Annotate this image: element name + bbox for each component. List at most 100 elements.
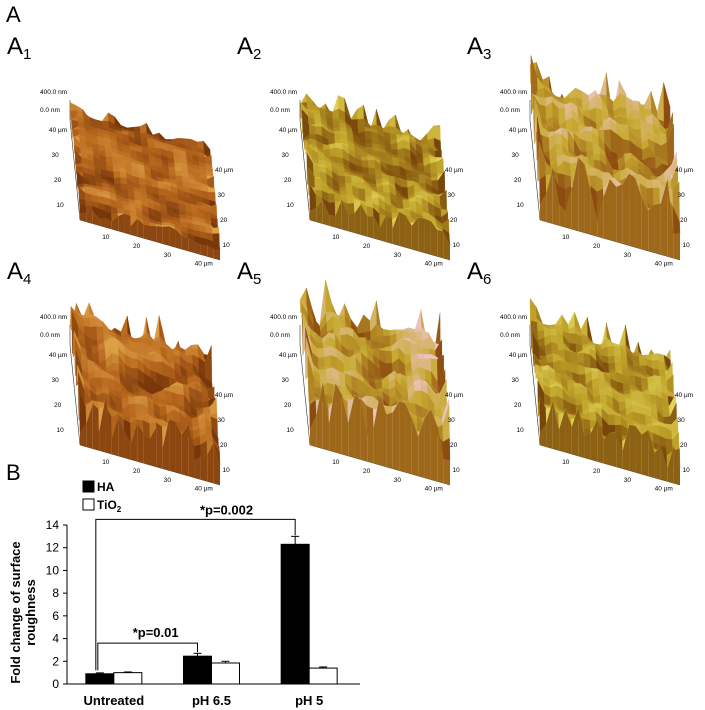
afm-x-tick-label: 10 [332, 234, 340, 241]
afm-surface-skirt [610, 179, 617, 242]
afm-surface-facet [646, 178, 654, 189]
y-tick-label: 2 [52, 654, 59, 668]
afm-surface-facet [89, 317, 98, 328]
afm-surface-facet [567, 311, 576, 330]
afm-surface-skirt [648, 429, 655, 478]
afm-surface-facet [158, 194, 167, 201]
afm-surface-facet [344, 176, 353, 185]
afm-surface-skirt [348, 395, 355, 458]
afm-surface-skirt [86, 404, 93, 449]
afm-surface-skirt [578, 407, 585, 458]
afm-x-tick-label: 10 [562, 459, 570, 466]
afm-surface [69, 302, 221, 485]
afm-surface-skirt [322, 382, 330, 451]
afm-surface-skirt [565, 188, 572, 230]
afm-surface-skirt [660, 179, 668, 257]
afm-surface-skirt [399, 401, 406, 473]
afm-surface-svg: 400.0 nm 0.0 nm 40 µm 30 20 10 10 20 30 40 µm 40 µ… [40, 302, 233, 493]
afm-surface-facet [204, 345, 213, 383]
significance-bracket [97, 642, 198, 671]
afm-surface-facet [651, 354, 659, 361]
afm-y-tick-label: 30 [282, 152, 290, 159]
bar-ha [280, 543, 310, 685]
afm-surface-facet [550, 395, 558, 405]
afm-surface-skirt [118, 213, 125, 233]
afm-surface-skirt [156, 226, 163, 244]
afm-surface-facet [347, 202, 355, 216]
afm-surface-facet [591, 368, 599, 372]
afm-panel-label-main: A [467, 33, 484, 60]
afm-surface-skirt [380, 215, 387, 242]
afm-x-tick-label: 40 µm [655, 486, 673, 493]
afm-right-tick-label: 20 [450, 217, 458, 224]
afm-surface-skirt [629, 173, 636, 248]
afm-surface [529, 55, 681, 260]
afm-surface-facet [349, 356, 357, 369]
afm-surface-facet [328, 202, 336, 217]
afm-surface-skirt [559, 408, 566, 453]
afm-surface-skirt [418, 418, 425, 478]
afm-surface-skirt [540, 423, 547, 447]
afm-surface-skirt [673, 446, 680, 485]
afm-surface-facet [134, 398, 143, 405]
afm-surface-skirt [597, 419, 604, 464]
afm-panel-label-sub: 4 [23, 271, 32, 288]
afm-surface-facet [178, 209, 187, 216]
afm-surface-skirt [150, 226, 157, 242]
afm-surface-skirt [86, 210, 93, 224]
afm-surface-skirt [411, 418, 419, 476]
afm-surface-skirt [92, 404, 100, 451]
afm-surface-skirt [559, 204, 566, 228]
afm-right-tick-label: 30 [448, 192, 456, 199]
legend-label: TiO2 [97, 498, 122, 514]
afm-surface-facet [368, 167, 376, 175]
afm-surface-skirt [150, 427, 157, 467]
afm-x-tick-label: 40 µm [425, 261, 443, 268]
afm-surface-skirt [360, 399, 368, 462]
afm-y-tick-label: 10 [287, 427, 295, 434]
afm-surface-skirt [367, 427, 374, 464]
afm-right-tick-label: 10 [683, 242, 691, 249]
afm-surface-skirt [565, 408, 572, 455]
afm-surface-facet [382, 184, 391, 193]
afm-z-min-label: 0.0 nm [40, 107, 60, 114]
afm-y-tick-label: 30 [282, 377, 290, 384]
afm-y-tick-label: 30 [52, 152, 60, 159]
afm-surface-facet [161, 222, 169, 226]
afm-surface-facet [128, 403, 137, 415]
afm-surface-facet [363, 314, 371, 334]
afm-surface-skirt [635, 178, 642, 250]
x-tick-label: pH 5 [295, 693, 323, 708]
afm-panel-label-main: A [237, 258, 254, 285]
afm-x-tick-label: 10 [562, 234, 570, 241]
afm-surface-facet [417, 353, 425, 360]
significance-label: *p=0.01 [133, 625, 179, 640]
afm-surface-skirt [169, 418, 176, 473]
afm-surface-facet [200, 237, 208, 246]
afm-x-tick-label: 20 [133, 468, 141, 475]
afm-surface-skirt [316, 200, 323, 224]
afm-surface-facet [563, 160, 572, 177]
y-tick-label: 12 [46, 541, 60, 555]
afm-surface-facet [549, 385, 558, 398]
afm-surface-facet [105, 156, 113, 163]
afm-surface-facet [175, 170, 183, 177]
afm-right-tick-label: 20 [220, 442, 228, 449]
afm-y-tick-label: 20 [514, 177, 522, 184]
afm-surface-facet [415, 331, 423, 341]
afm-surface-skirt [175, 229, 182, 250]
roughness-bar-chart: 0 2 4 6 8 10 12 14 Fold change of surfaceroughne… [8, 480, 360, 708]
afm-surface-facet [198, 424, 207, 429]
afm-y-tick-label: 40 µm [509, 352, 527, 359]
afm-surface-facet [422, 338, 430, 349]
afm-surface-facet [182, 182, 190, 189]
afm-surface-facet [367, 156, 375, 161]
afm-y-tick-label: 20 [514, 402, 522, 409]
afm-surface-facet [327, 193, 336, 204]
afm-panel-label-main: A [7, 33, 24, 60]
y-tick-label: 8 [52, 586, 59, 600]
afm-surface-svg: 400.0 nm 0.0 nm 40 µm 30 20 10 10 20 30 40 µm 40 µ… [40, 89, 233, 268]
afm-surface-facet [388, 114, 397, 128]
afm-surface-skirt [603, 179, 610, 240]
y-tick-label: 4 [52, 632, 59, 646]
